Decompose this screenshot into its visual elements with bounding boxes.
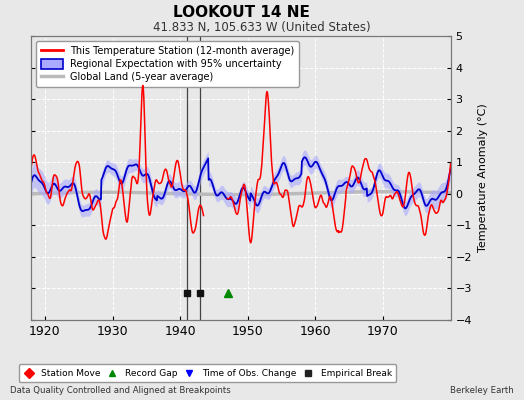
Text: Berkeley Earth: Berkeley Earth bbox=[450, 386, 514, 395]
Title: LOOKOUT 14 NE: LOOKOUT 14 NE bbox=[172, 4, 310, 20]
Y-axis label: Temperature Anomaly (°C): Temperature Anomaly (°C) bbox=[477, 104, 487, 252]
Legend: Station Move, Record Gap, Time of Obs. Change, Empirical Break: Station Move, Record Gap, Time of Obs. C… bbox=[19, 364, 396, 382]
Text: Data Quality Controlled and Aligned at Breakpoints: Data Quality Controlled and Aligned at B… bbox=[10, 386, 231, 395]
Text: 41.833 N, 105.633 W (United States): 41.833 N, 105.633 W (United States) bbox=[153, 21, 371, 34]
